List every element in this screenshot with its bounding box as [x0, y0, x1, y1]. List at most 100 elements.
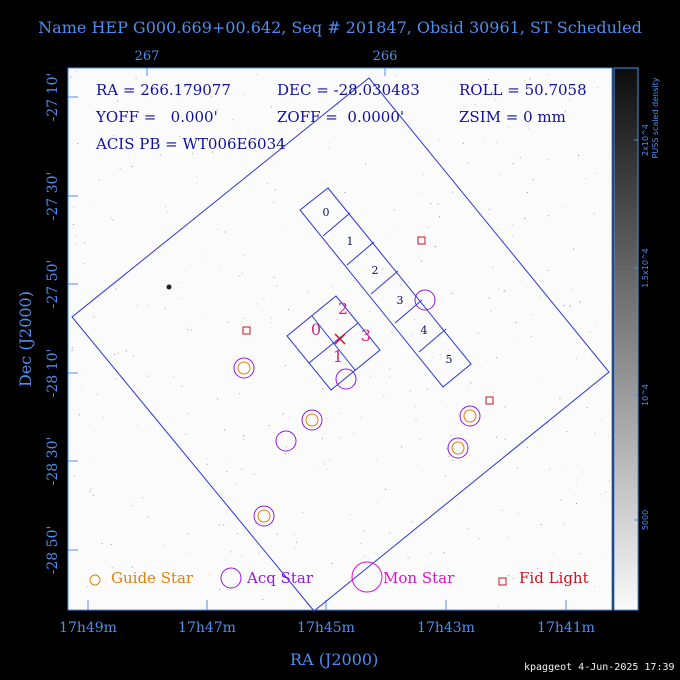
background-star [451, 459, 453, 461]
background-star [552, 420, 554, 422]
background-star [506, 536, 508, 538]
background-star [313, 471, 315, 473]
background-star [103, 191, 105, 193]
background-star [448, 348, 450, 350]
background-star [504, 406, 506, 408]
background-star [420, 260, 422, 262]
background-star [504, 290, 506, 291]
background-star [508, 126, 510, 128]
background-star [309, 419, 311, 421]
background-star [472, 83, 474, 85]
info-acis-pb: ACIS PB = WT006E6034 [96, 135, 286, 153]
chip-label: 0 [311, 320, 321, 339]
background-star [571, 288, 573, 290]
background-star [117, 352, 119, 354]
background-star [517, 338, 519, 340]
background-star [117, 100, 118, 102]
background-star [525, 287, 527, 289]
guide-star-marker [305, 413, 319, 427]
background-star [463, 353, 465, 355]
background-star [142, 497, 144, 499]
background-star [415, 405, 417, 407]
background-star [411, 521, 413, 523]
background-star [576, 503, 577, 504]
background-star [608, 480, 610, 482]
background-star [119, 199, 121, 201]
background-star [177, 297, 179, 299]
colorbar-tick-labels: 2x10^4 1.5x10^4 10^4 5000 [641, 124, 650, 530]
background-star [467, 389, 469, 391]
background-star [136, 425, 138, 427]
colorbar-tick-label: 1.5x10^4 [641, 248, 650, 287]
background-star [604, 551, 606, 553]
background-star [569, 76, 571, 78]
bright-star [166, 284, 172, 290]
background-star [86, 586, 88, 588]
acq-star-marker [447, 437, 469, 459]
background-star [423, 470, 425, 472]
background-star [495, 436, 497, 438]
background-star [316, 87, 318, 89]
background-star [224, 231, 226, 233]
background-star [512, 235, 514, 237]
background-star [422, 111, 424, 113]
background-star [71, 350, 73, 352]
background-star [409, 390, 411, 392]
background-star [229, 583, 231, 585]
background-star [328, 143, 330, 145]
background-star [335, 91, 337, 93]
background-star [239, 393, 241, 395]
background-star [563, 304, 565, 306]
background-star [512, 261, 514, 263]
x-axis-label: RA (J2000) [290, 650, 379, 669]
background-star [353, 432, 355, 434]
background-star [503, 290, 505, 292]
background-star [565, 207, 566, 209]
background-star [401, 446, 403, 448]
background-star [331, 287, 333, 289]
background-star [270, 317, 272, 319]
background-star [307, 291, 309, 293]
background-star [585, 178, 587, 180]
background-star [569, 306, 571, 308]
info-roll: ROLL = 50.7058 [459, 81, 587, 99]
acq-star-marker [459, 405, 481, 427]
y-tick-label: -27 50' [45, 260, 61, 309]
background-star [77, 143, 79, 145]
fid-light-marker [417, 236, 426, 245]
x-tick-label: 17h45m [297, 620, 355, 636]
background-star [204, 383, 206, 385]
chip-label: 2 [372, 264, 379, 277]
background-star [376, 458, 378, 460]
background-star [281, 226, 283, 228]
background-star [418, 193, 420, 194]
background-star [93, 316, 95, 318]
background-star [295, 345, 297, 347]
background-star [129, 499, 131, 501]
background-star [148, 303, 150, 305]
background-star [504, 438, 506, 440]
background-star [164, 308, 166, 310]
background-star [393, 225, 395, 227]
background-star [72, 125, 74, 126]
y-tick-label: -28 50' [45, 526, 61, 575]
background-star [235, 496, 237, 498]
background-star [196, 182, 198, 184]
background-star [287, 284, 289, 286]
background-star [387, 343, 389, 345]
background-star [518, 512, 520, 514]
background-star [183, 578, 185, 580]
info-zsim: ZSIM = 0 mm [459, 108, 566, 126]
background-star [228, 459, 230, 461]
background-star [487, 79, 489, 80]
background-star [274, 162, 276, 164]
fid-lights [242, 236, 494, 405]
acq-star-marker [414, 289, 436, 311]
background-star [512, 162, 514, 164]
background-star [557, 427, 559, 429]
top-axis-ticks [146, 68, 386, 76]
background-star [241, 468, 243, 470]
background-star [563, 522, 565, 524]
background-star [112, 219, 114, 221]
